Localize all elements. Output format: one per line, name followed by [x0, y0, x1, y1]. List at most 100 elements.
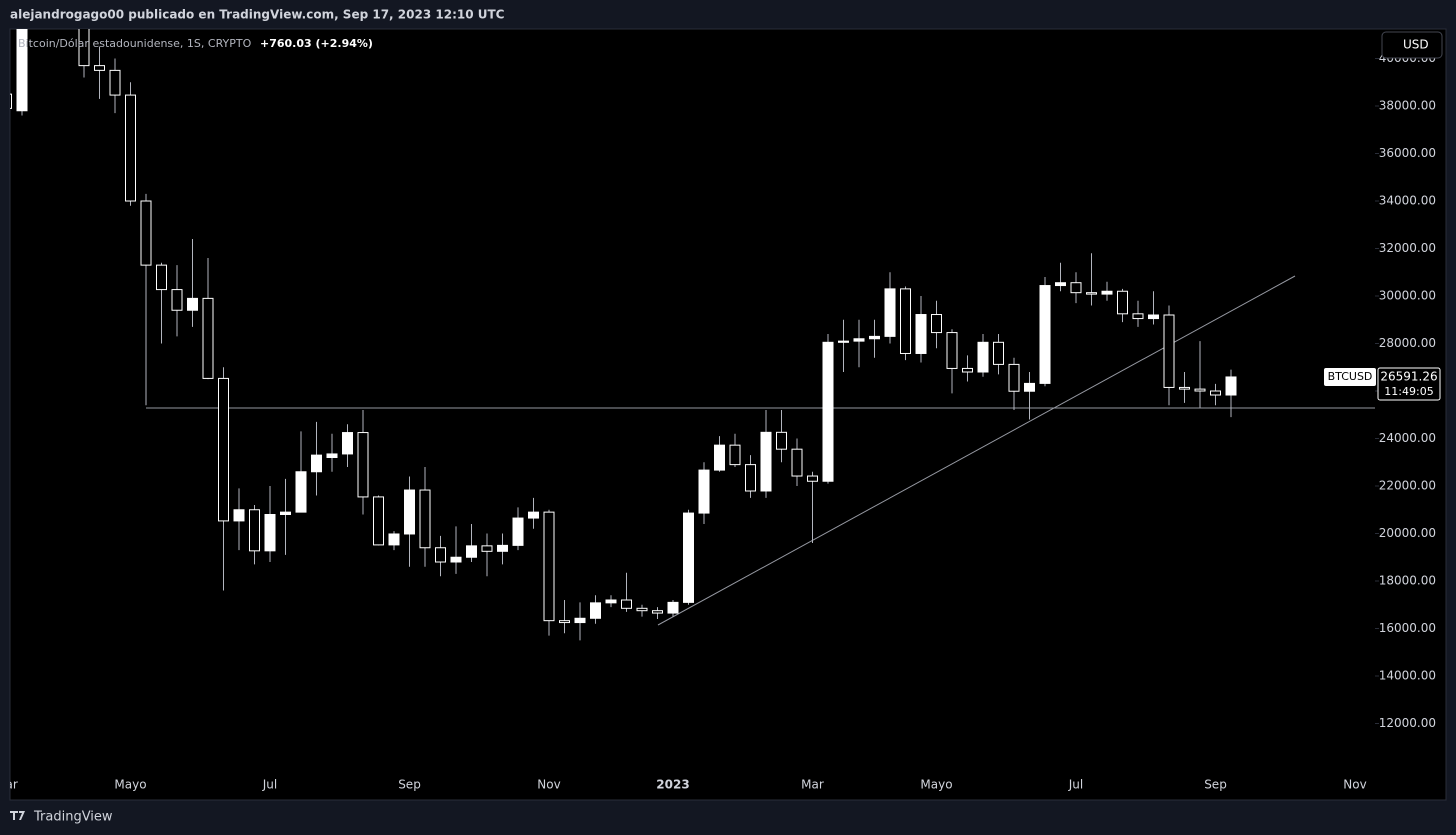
candle-body: [559, 620, 570, 624]
candle-body: [295, 471, 307, 513]
candle-body: [497, 544, 508, 552]
legend-title: Bitcoin/Dólar estadounidense, 1S, CRYPTO: [18, 37, 252, 50]
candle-body: [1055, 282, 1066, 287]
candle-body: [915, 314, 927, 354]
x-tick-label: Jul: [262, 778, 277, 792]
x-tick-label: Sep: [1204, 778, 1227, 792]
candle-body: [931, 314, 942, 334]
candle-body: [388, 533, 400, 546]
candle-body: [822, 341, 834, 482]
x-tick-label: Mayo: [114, 778, 146, 792]
candle-body: [853, 338, 865, 342]
y-tick-label: 24000.00: [1379, 431, 1436, 445]
x-tick-label: Nov: [537, 778, 560, 792]
candle-body: [667, 601, 679, 614]
candle-body: [1086, 292, 1097, 295]
candle-body: [264, 514, 276, 552]
candle-body: [1163, 314, 1175, 388]
y-tick-label: 34000.00: [1379, 194, 1436, 208]
candle-body: [512, 517, 524, 546]
candle-body: [838, 340, 849, 343]
x-axis: Mar Mayo Jul Sep Nov 2023 Mar Mayo Jul Sep Nov: [0, 778, 1367, 792]
candle-body: [218, 377, 229, 522]
price-label: 26591.26: [1380, 369, 1437, 383]
candle-body: [326, 453, 338, 458]
candle-body: [202, 297, 214, 379]
candle-body: [419, 489, 431, 549]
candle-body: [125, 94, 136, 202]
y-tick-label: 36000.00: [1379, 146, 1436, 160]
candle-body: [342, 432, 353, 455]
candle-body: [776, 431, 787, 450]
y-tick-label: 38000.00: [1379, 99, 1436, 113]
candle-body: [807, 475, 818, 482]
candle-body: [760, 431, 772, 492]
x-tick-label: Mayo: [920, 778, 952, 792]
countdown-label: 11:49:05: [1384, 385, 1433, 398]
candle-body: [94, 65, 105, 71]
logo-icon: [10, 811, 25, 820]
candle-body: [1008, 363, 1020, 392]
candle-body: [233, 509, 245, 522]
candle-body: [357, 432, 369, 498]
candle-body: [869, 335, 880, 340]
candle-body: [373, 496, 384, 546]
candle-body: [946, 332, 958, 369]
y-tick-label: 14000.00: [1379, 669, 1436, 683]
y-tick-label: 16000.00: [1379, 621, 1436, 635]
candle-body: [280, 511, 291, 515]
candle-body: [404, 489, 415, 535]
candle-body: [140, 200, 152, 266]
candle-body: [10, 93, 12, 109]
y-tick-label: 32000.00: [1379, 241, 1436, 255]
y-tick-label: 20000.00: [1379, 526, 1436, 540]
footer-brand: TradingView: [33, 810, 113, 825]
y-tick-label: 28000.00: [1379, 336, 1436, 350]
candle-body: [311, 454, 322, 473]
x-tick-label: Nov: [1343, 778, 1366, 792]
footer-logo: [10, 811, 25, 820]
x-tick-label: Jul: [1068, 778, 1083, 792]
trend-line: [657, 275, 1296, 626]
candle-body: [1024, 382, 1035, 392]
x-tick-label: Mar: [0, 778, 18, 792]
candle-body: [528, 511, 539, 519]
symbol-label: BTCUSD: [1328, 370, 1373, 383]
candle-body: [683, 512, 694, 603]
candle-body: [78, 29, 90, 67]
candle-body: [109, 69, 121, 96]
candle-body: [977, 341, 989, 373]
candle-body: [1101, 290, 1113, 295]
y-tick-label: 12000.00: [1379, 716, 1436, 730]
candle-body: [652, 610, 663, 614]
y-tick-label: 22000.00: [1379, 479, 1436, 493]
candle-body: [900, 288, 911, 354]
candle-body: [16, 29, 28, 112]
candle-body: [543, 511, 555, 622]
candle-body: [187, 297, 198, 311]
candle-body: [1070, 282, 1082, 294]
candle-body: [962, 367, 973, 373]
candle-body: [466, 545, 477, 558]
candle-body: [1210, 390, 1221, 396]
currency-label[interactable]: USD: [1403, 38, 1429, 52]
candle-body: [1225, 376, 1237, 396]
candle-body: [481, 545, 493, 552]
chart-panel: [9, 28, 1447, 801]
y-tick-label: 18000.00: [1379, 574, 1436, 588]
candle-body: [729, 444, 741, 466]
candle-body: [590, 602, 601, 619]
candle-body: [1132, 313, 1144, 320]
candle-body: [1194, 388, 1206, 392]
candle-body: [605, 599, 617, 604]
candle-body: [621, 599, 632, 609]
candle-body: [993, 341, 1004, 365]
currency-button[interactable]: [1381, 31, 1443, 59]
legend-change: +760.03 (+2.94%): [260, 37, 373, 50]
x-tick-label: 2023: [656, 778, 689, 792]
candle-body: [156, 264, 167, 291]
candle-body: [745, 464, 756, 492]
candle-body: [574, 617, 586, 624]
